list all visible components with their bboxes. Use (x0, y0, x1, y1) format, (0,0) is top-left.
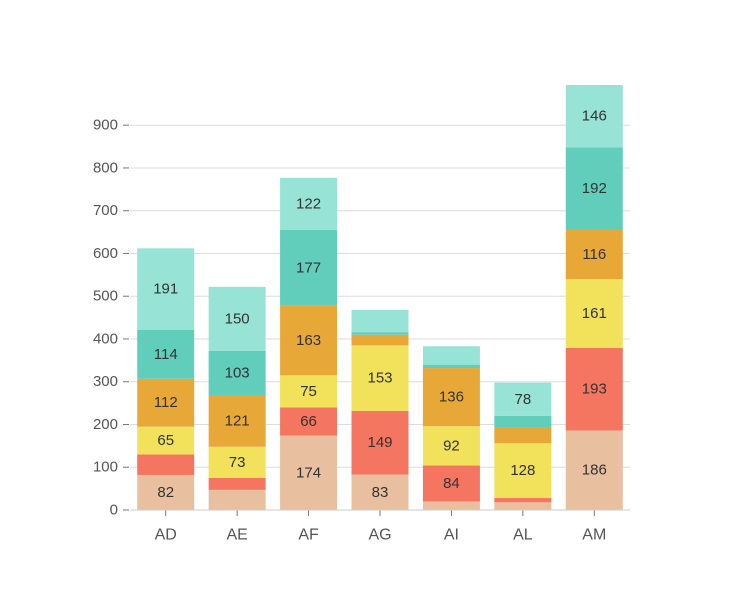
bar-segment-al-6[interactable] (494, 382, 552, 416)
bar-segment-ag-3[interactable] (351, 345, 409, 411)
y-tick-label: 200 (93, 416, 118, 433)
data-label: 153 (367, 370, 392, 387)
bar-segment-al-2[interactable] (494, 498, 552, 503)
y-tick-label: 900 (93, 117, 118, 134)
data-label: 83 (372, 484, 389, 501)
y-tick-label: 700 (93, 202, 118, 219)
data-label: 186 (582, 462, 607, 479)
bar-segment-ae-2[interactable] (208, 477, 266, 490)
data-label: 75 (300, 383, 317, 400)
bar-segment-ae-1[interactable] (208, 489, 266, 510)
bar-segment-ai-2[interactable] (422, 465, 480, 502)
bar-segment-am-6[interactable] (565, 85, 623, 148)
data-label: 193 (582, 381, 607, 398)
data-label: 73 (229, 454, 246, 471)
data-label: 122 (296, 195, 321, 212)
bar-segment-ad-3[interactable] (137, 426, 195, 455)
bar-segment-af-4[interactable] (280, 305, 338, 376)
bar-segment-am-5[interactable] (565, 147, 623, 230)
bar-segment-ag-4[interactable] (351, 334, 409, 346)
data-label: 136 (439, 389, 464, 406)
bar-segment-ad-4[interactable] (137, 378, 195, 427)
x-tick-label: AD (155, 527, 177, 544)
data-label: 192 (582, 180, 607, 197)
data-label: 65 (157, 432, 174, 449)
bar-segment-ag-1[interactable] (351, 474, 409, 510)
data-label: 177 (296, 259, 321, 276)
bar-segment-al-5[interactable] (494, 415, 552, 428)
data-label: 191 (153, 281, 178, 298)
bar-segment-ae-4[interactable] (208, 394, 266, 447)
data-label: 84 (443, 475, 460, 492)
data-label: 163 (296, 332, 321, 349)
data-label: 149 (367, 434, 392, 451)
bar-segment-am-3[interactable] (565, 279, 623, 348)
bar-segment-af-1[interactable] (280, 435, 338, 510)
y-tick-label: 500 (93, 288, 118, 305)
data-label: 114 (154, 346, 178, 363)
bar-segment-ai-4[interactable] (422, 368, 480, 427)
data-label: 78 (515, 391, 532, 408)
bar-segment-af-6[interactable] (280, 177, 338, 230)
x-tick-label: AL (513, 527, 533, 544)
data-label: 103 (225, 364, 250, 381)
bar-segment-ai-3[interactable] (422, 426, 480, 466)
y-tick-label: 800 (93, 159, 118, 176)
bar-segment-ai-6[interactable] (422, 346, 480, 365)
bar-segment-ae-5[interactable] (208, 350, 266, 395)
data-label: 174 (296, 464, 321, 481)
bar-segment-am-1[interactable] (565, 430, 623, 510)
data-label: 82 (157, 484, 174, 501)
bar-segment-af-3[interactable] (280, 375, 338, 408)
y-tick-label: 300 (93, 373, 118, 390)
bar-segment-ad-2[interactable] (137, 454, 195, 475)
data-label: 112 (154, 394, 178, 411)
x-tick-label: AG (368, 527, 391, 544)
y-tick-label: 400 (93, 330, 118, 347)
bar-segment-af-2[interactable] (280, 407, 338, 436)
data-label: 66 (300, 413, 317, 430)
x-tick-label: AM (582, 527, 606, 544)
y-tick-label: 0 (110, 502, 118, 519)
y-tick-label: 600 (93, 245, 118, 262)
data-label: 161 (582, 305, 607, 322)
bar-segment-ag-2[interactable] (351, 410, 409, 475)
bar-segment-ad-5[interactable] (137, 329, 195, 379)
x-tick-label: AF (298, 527, 319, 544)
bar-segment-am-4[interactable] (565, 229, 623, 280)
axes: 0 100 200 300 400 500 600 700 800 900 AD AE AF AG AI AL… (93, 117, 630, 544)
bar-segment-ai-5[interactable] (422, 364, 480, 369)
data-label: 116 (582, 246, 606, 263)
x-tick-label: AI (444, 527, 459, 544)
bar-segment-ag-6[interactable] (351, 309, 409, 333)
bar-stacks (137, 85, 623, 510)
data-label: 128 (510, 462, 535, 479)
bar-segment-ad-6[interactable] (137, 248, 195, 330)
bar-segment-ad-1[interactable] (137, 474, 195, 510)
y-tick-label: 100 (93, 459, 118, 476)
bar-segment-am-2[interactable] (565, 347, 623, 431)
bar-segment-al-3[interactable] (494, 443, 552, 499)
bar-segment-al-4[interactable] (494, 427, 552, 444)
data-label: 150 (225, 310, 250, 327)
data-label: 121 (225, 412, 250, 429)
bar-segment-ae-3[interactable] (208, 446, 266, 478)
x-tick-label: AE (226, 527, 247, 544)
bar-segment-ae-6[interactable] (208, 286, 266, 351)
bar-segment-ag-5[interactable] (351, 332, 409, 335)
bar-segment-ai-1[interactable] (422, 501, 480, 510)
data-label: 92 (443, 437, 460, 454)
bar-segment-af-5[interactable] (280, 229, 338, 306)
data-label: 146 (582, 108, 607, 125)
bar-segment-al-1[interactable] (494, 502, 552, 510)
data-labels: 82 65 112 114 191 73 121 103 150 174 66 75 163 177 122… (153, 108, 607, 501)
